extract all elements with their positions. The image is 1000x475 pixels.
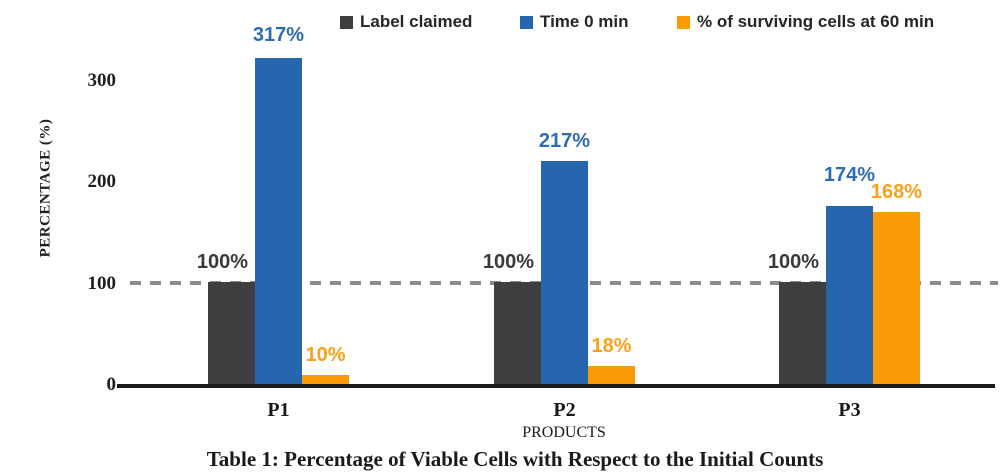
chart-caption: Table 1: Percentage of Viable Cells with… [206, 447, 824, 471]
legend-swatch [677, 15, 690, 29]
y-axis-title: PERCENTAGE (%) [37, 118, 54, 258]
bar-value-label: 100% [767, 251, 820, 273]
legend-swatch [340, 15, 353, 29]
x-axis-title: PRODUCTS [522, 424, 606, 441]
x-axis-line [117, 384, 995, 388]
bar-P2-label-claimed [494, 282, 541, 385]
bar-value-label: 100% [196, 251, 249, 273]
bar-value-label: 217% [538, 130, 591, 153]
y-tick-label: 200 [87, 171, 117, 193]
x-tick-label-p1: P1 [267, 399, 290, 421]
bar-value-label: 168% [870, 180, 923, 203]
bar-value-label: 100% [482, 251, 535, 273]
bar-value-label: 10% [305, 343, 346, 366]
bar-P3-time-0-min [826, 205, 873, 385]
y-tick-label: 0 [106, 374, 117, 395]
legend-item: Time 0 min [520, 13, 629, 31]
x-tick-label-p3: P3 [838, 399, 861, 421]
legend-label: Time 0 min [540, 12, 629, 31]
bar-value-label: 174% [823, 163, 876, 186]
x-tick-label-p2: P2 [553, 399, 576, 421]
bar-P2--of-surviving-cells-at-60-min [588, 366, 635, 385]
bar-P1-time-0-min [255, 58, 302, 385]
bar-P3-label-claimed [779, 282, 826, 385]
y-tick-label: 300 [87, 70, 117, 92]
legend-swatch [520, 15, 533, 29]
legend-label: % of surviving cells at 60 min [697, 12, 935, 31]
bar-P1-label-claimed [208, 282, 255, 385]
bar-P2-time-0-min [541, 161, 588, 385]
legend-label: Label claimed [360, 12, 473, 31]
bar-P3--of-surviving-cells-at-60-min [873, 211, 920, 385]
legend-item: % of surviving cells at 60 min [677, 13, 934, 31]
bar-value-label: 18% [591, 335, 632, 358]
bar-P1--of-surviving-cells-at-60-min [302, 374, 349, 385]
legend-item: Label claimed [340, 13, 472, 31]
y-tick-label: 100 [87, 272, 117, 294]
bar-value-label: 317% [252, 24, 305, 47]
